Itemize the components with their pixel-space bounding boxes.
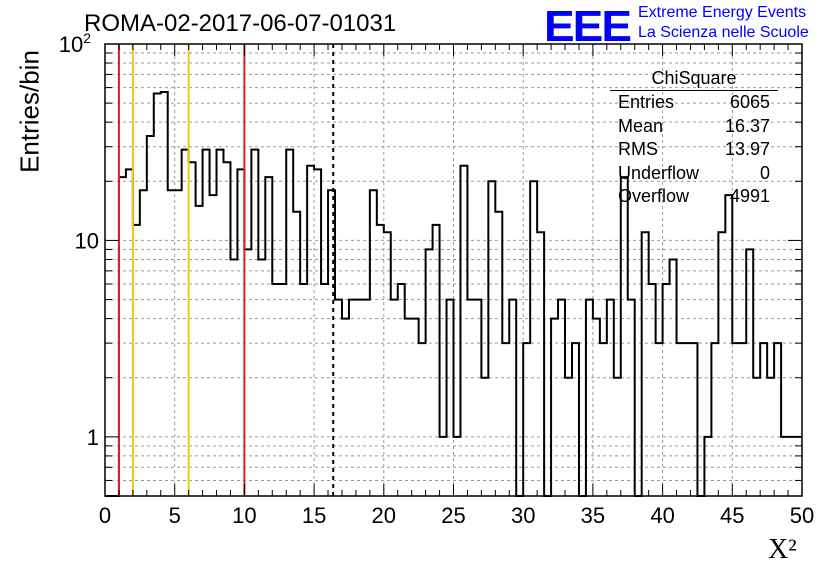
stats-row-entries: Entries 6065 <box>610 91 778 115</box>
x-tick-label: 15 <box>302 503 326 528</box>
stats-box: ChiSquare Entries 6065 Mean 16.37 RMS 13.97… <box>610 66 778 209</box>
stats-title: ChiSquare <box>610 66 778 91</box>
x-tick-label: 30 <box>511 503 535 528</box>
eee-logo-mark: EEE <box>544 0 632 51</box>
histogram-line <box>105 90 802 497</box>
x-tick-label: 0 <box>99 503 111 528</box>
y-tick-label: 10 <box>75 228 99 253</box>
logo-line-2: La Scienza nelle Scuole <box>638 24 809 41</box>
stats-value: 16.37 <box>724 115 770 136</box>
chart-title: ROMA-02-2017-06-07-01031 <box>84 10 397 37</box>
stats-row-underflow: Underflow 0 <box>610 162 778 186</box>
y-tick-label: 1 <box>87 425 99 450</box>
x-tick-label: 20 <box>372 503 396 528</box>
x-tick-label: 25 <box>441 503 465 528</box>
stats-row-mean: Mean 16.37 <box>610 115 778 139</box>
stats-label: Overflow <box>618 186 690 206</box>
stats-label: Mean <box>618 115 664 136</box>
logo-line-1: Extreme Energy Events <box>638 4 807 21</box>
x-tick-label: 10 <box>232 503 256 528</box>
y-tick-exponent: 2 <box>83 30 91 46</box>
stats-value: 4991 <box>729 186 770 206</box>
x-tick-label: 35 <box>581 503 605 528</box>
x-tick-label: 40 <box>650 503 674 528</box>
x-tick-label: 45 <box>720 503 744 528</box>
x-tick-label: 50 <box>790 503 814 528</box>
y-axis-label: Entries/bin <box>14 50 45 173</box>
stats-row-rms: RMS 13.97 <box>610 138 778 162</box>
stats-row-overflow: Overflow 4991 <box>610 185 778 209</box>
stats-value: 0 <box>759 162 770 183</box>
x-axis-label: X² <box>768 534 797 565</box>
stats-value: 13.97 <box>724 139 770 159</box>
stats-label: Entries <box>618 92 675 112</box>
x-tick-label: 5 <box>169 503 181 528</box>
stats-value: 6065 <box>729 92 770 112</box>
stats-label: Underflow <box>618 162 700 183</box>
stats-label: RMS <box>618 139 658 159</box>
